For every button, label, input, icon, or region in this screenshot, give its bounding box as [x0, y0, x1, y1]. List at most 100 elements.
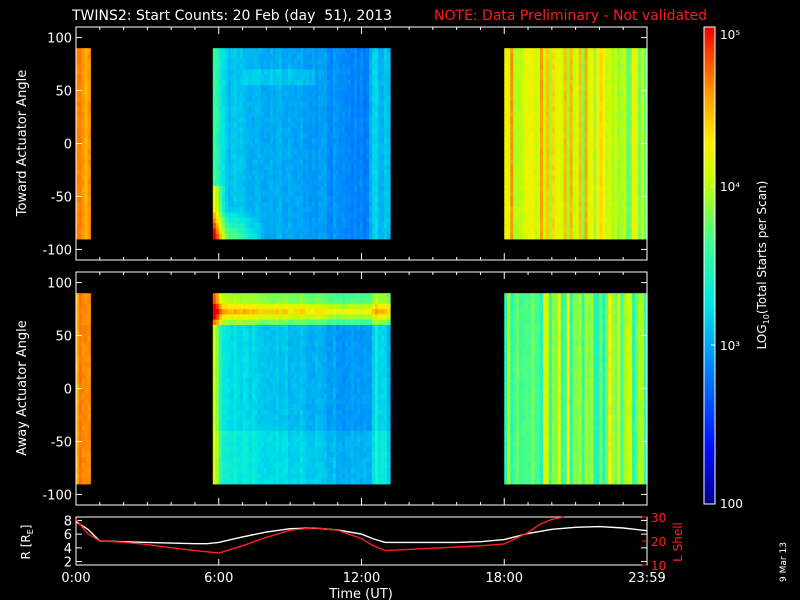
heatmap-cell — [87, 425, 91, 432]
heatmap-cell — [572, 90, 577, 97]
heatmap-cell — [584, 132, 589, 139]
heatmap-cell — [242, 106, 247, 113]
heatmap-cell — [224, 138, 229, 145]
heatmap-cell — [84, 309, 89, 315]
heatmap-cell — [563, 148, 568, 155]
heatmap-cell — [263, 138, 268, 145]
heatmap-cell — [557, 111, 562, 118]
heatmap-cell — [596, 64, 601, 70]
heatmap-cell — [81, 346, 86, 353]
heatmap-cell — [245, 420, 250, 427]
heatmap-cell — [230, 457, 235, 464]
heatmap-cell — [263, 69, 268, 76]
heatmap-cell — [87, 111, 91, 118]
heatmap-cell — [608, 85, 612, 92]
heatmap-cell — [76, 127, 80, 134]
heatmap-cell — [341, 132, 346, 139]
heatmap-cell — [614, 117, 618, 123]
heatmap-cell — [590, 148, 595, 155]
heatmap-cell — [296, 212, 301, 219]
heatmap-cell — [635, 228, 639, 235]
heatmap-cell — [227, 217, 232, 224]
heatmap-cell — [531, 53, 535, 60]
heatmap-cell — [215, 473, 220, 480]
heatmap-cell — [611, 122, 615, 129]
heatmap-cell — [375, 85, 379, 92]
heatmap-cell — [536, 143, 541, 150]
heatmap-cell — [290, 154, 295, 160]
heatmap-cell — [78, 430, 83, 437]
heatmap-cell — [605, 185, 609, 192]
heatmap-cell — [528, 185, 532, 192]
heatmap-cell — [266, 377, 271, 384]
heatmap-cell — [566, 180, 571, 187]
heatmap-cell — [626, 217, 630, 224]
heatmap-cell — [221, 309, 226, 315]
heatmap-cell — [281, 212, 286, 219]
heatmap-cell — [224, 420, 229, 427]
heatmap-cell — [554, 117, 559, 123]
heatmap-cell — [507, 169, 511, 176]
heatmap-cell — [308, 111, 313, 118]
heatmap-cell — [584, 233, 589, 240]
heatmap-cell — [248, 351, 253, 358]
heatmap-cell — [326, 117, 331, 123]
heatmap-cell — [218, 346, 223, 353]
heatmap-cell — [287, 222, 292, 229]
heatmap-cell — [347, 85, 352, 92]
heatmap-cell — [578, 222, 583, 229]
heatmap-cell — [578, 64, 583, 70]
heatmap-cell — [528, 207, 532, 213]
heatmap-cell — [528, 64, 532, 70]
heatmap-cell — [233, 175, 238, 182]
heatmap-cell — [599, 196, 603, 203]
heatmap-cell — [378, 64, 382, 70]
heatmap-cell — [320, 53, 325, 60]
heatmap-cell — [357, 175, 361, 182]
heatmap-cell — [227, 409, 232, 416]
heatmap-cell — [507, 101, 511, 108]
heatmap-cell — [584, 106, 589, 113]
heatmap-cell — [560, 117, 565, 123]
heatmap-cell — [296, 222, 301, 229]
heatmap-cell — [602, 106, 606, 113]
heatmap-cell — [516, 180, 520, 187]
heatmap-cell — [242, 85, 247, 92]
heatmap-cell — [302, 196, 307, 203]
heatmap-cell — [218, 222, 223, 229]
heatmap-cell — [305, 169, 310, 176]
heatmap-cell — [614, 185, 618, 192]
heatmap-cell — [254, 106, 259, 113]
heatmap-cell — [76, 169, 80, 176]
heatmap-cell — [87, 340, 91, 347]
heatmap-cell — [513, 175, 517, 182]
heatmap-cell — [566, 53, 571, 60]
heatmap-cell — [387, 117, 391, 123]
heatmap-cell — [233, 58, 238, 65]
heatmap-cell — [257, 346, 262, 353]
heatmap-cell — [284, 69, 289, 76]
heatmap-cell — [221, 64, 226, 70]
heatmap-cell — [281, 64, 286, 70]
heatmap-cell — [554, 53, 559, 60]
heatmap-cell — [384, 58, 388, 65]
heatmap-cell — [626, 228, 630, 235]
heatmap-cell — [78, 122, 83, 129]
heatmap-cell — [212, 462, 217, 469]
heatmap-cell — [554, 196, 559, 203]
heatmap-cell — [233, 159, 238, 166]
heatmap-cell — [531, 148, 535, 155]
heatmap-cell — [81, 127, 86, 134]
heatmap-cell — [224, 143, 229, 150]
heatmap-cell — [260, 53, 265, 60]
heatmap-cell — [504, 117, 508, 123]
heatmap-cell — [263, 377, 268, 384]
heatmap-cell — [578, 101, 583, 108]
heatmap-cell — [242, 212, 247, 219]
heatmap-cell — [299, 122, 304, 129]
heatmap-cell — [533, 58, 538, 65]
heatmap-cell — [278, 64, 283, 70]
heatmap-cell — [242, 425, 247, 432]
heatmap-cell — [539, 180, 544, 187]
heatmap-cell — [644, 148, 648, 155]
